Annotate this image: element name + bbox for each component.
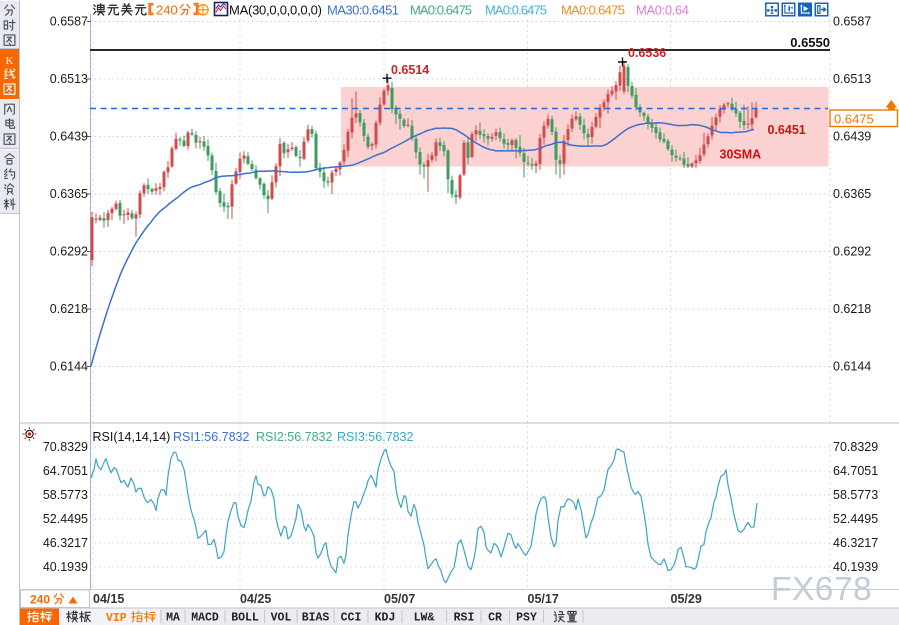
svg-text:04/25: 04/25 bbox=[240, 592, 271, 606]
svg-text:04/15: 04/15 bbox=[93, 592, 124, 606]
svg-text:LW&: LW& bbox=[414, 612, 435, 625]
svg-text:0.6514: 0.6514 bbox=[391, 63, 429, 77]
svg-text:64.7051: 64.7051 bbox=[43, 464, 88, 478]
svg-text:0.6365: 0.6365 bbox=[50, 187, 88, 201]
svg-text:46.3217: 46.3217 bbox=[43, 536, 88, 550]
svg-text:CR: CR bbox=[488, 612, 502, 625]
svg-text:BIAS: BIAS bbox=[302, 612, 330, 625]
svg-text:VIP: VIP bbox=[106, 612, 127, 625]
svg-text:52.4495: 52.4495 bbox=[833, 512, 878, 526]
svg-text:0.6365: 0.6365 bbox=[833, 187, 871, 201]
svg-text:PSY: PSY bbox=[516, 612, 537, 625]
svg-text:0.6513: 0.6513 bbox=[50, 72, 88, 86]
svg-text:0.6439: 0.6439 bbox=[50, 130, 88, 144]
svg-text:70.8329: 70.8329 bbox=[43, 440, 88, 454]
svg-text:0.6292: 0.6292 bbox=[50, 245, 88, 259]
svg-text:RSI(14,14,14): RSI(14,14,14) bbox=[93, 430, 171, 444]
svg-text:MA(30,0,0,0,0,0): MA(30,0,0,0,0,0) bbox=[229, 3, 322, 18]
svg-text:MA0:0.6475: MA0:0.6475 bbox=[410, 3, 472, 18]
svg-text:0.6513: 0.6513 bbox=[833, 72, 871, 86]
svg-text:MA30:0.6451: MA30:0.6451 bbox=[327, 3, 399, 18]
svg-text:RSI3:56.7832: RSI3:56.7832 bbox=[337, 430, 413, 444]
svg-text:K: K bbox=[6, 55, 14, 67]
svg-text:0.6144: 0.6144 bbox=[833, 360, 871, 374]
svg-text:MA0:0.6475: MA0:0.6475 bbox=[485, 3, 547, 18]
svg-text:240: 240 bbox=[156, 3, 178, 18]
svg-text:0.6550: 0.6550 bbox=[790, 35, 830, 50]
svg-text:40.1939: 40.1939 bbox=[833, 560, 878, 574]
svg-text:64.7051: 64.7051 bbox=[833, 464, 878, 478]
svg-text:05/17: 05/17 bbox=[528, 592, 559, 606]
svg-text:MA0:0.6475: MA0:0.6475 bbox=[561, 3, 625, 18]
svg-text:RSI1:56.7832: RSI1:56.7832 bbox=[173, 430, 249, 444]
svg-text:0.6451: 0.6451 bbox=[768, 123, 806, 137]
svg-text:0.6536: 0.6536 bbox=[628, 46, 666, 60]
svg-text:0.6475: 0.6475 bbox=[834, 112, 874, 127]
svg-text:0.6587: 0.6587 bbox=[833, 15, 871, 29]
svg-text:46.3217: 46.3217 bbox=[833, 536, 878, 550]
svg-text:0.6218: 0.6218 bbox=[833, 302, 871, 316]
svg-text:KDJ: KDJ bbox=[375, 612, 396, 625]
svg-text:RSI2:56.7832: RSI2:56.7832 bbox=[256, 430, 332, 444]
svg-text:CCI: CCI bbox=[341, 612, 362, 625]
svg-text:0.6439: 0.6439 bbox=[833, 130, 871, 144]
svg-text:52.4495: 52.4495 bbox=[43, 512, 88, 526]
svg-text:BOLL: BOLL bbox=[231, 612, 259, 625]
svg-text:40.1939: 40.1939 bbox=[43, 560, 88, 574]
svg-text:240: 240 bbox=[30, 593, 50, 607]
svg-text:58.5773: 58.5773 bbox=[833, 488, 878, 502]
svg-text:RSI: RSI bbox=[454, 612, 475, 625]
svg-text:0.6144: 0.6144 bbox=[50, 360, 88, 374]
svg-text:VOL: VOL bbox=[271, 612, 292, 625]
svg-text:0.6292: 0.6292 bbox=[833, 245, 871, 259]
svg-text:58.5773: 58.5773 bbox=[43, 488, 88, 502]
svg-text:05/29: 05/29 bbox=[671, 592, 702, 606]
svg-text:05/07: 05/07 bbox=[384, 592, 415, 606]
svg-text:0.6587: 0.6587 bbox=[50, 15, 88, 29]
svg-text:MA0:0.64: MA0:0.64 bbox=[636, 3, 689, 18]
svg-text:MA: MA bbox=[166, 612, 180, 625]
svg-text:70.8329: 70.8329 bbox=[833, 440, 878, 454]
svg-text:30SMA: 30SMA bbox=[720, 148, 762, 162]
svg-text:MACD: MACD bbox=[191, 612, 219, 625]
svg-text:0.6218: 0.6218 bbox=[50, 302, 88, 316]
